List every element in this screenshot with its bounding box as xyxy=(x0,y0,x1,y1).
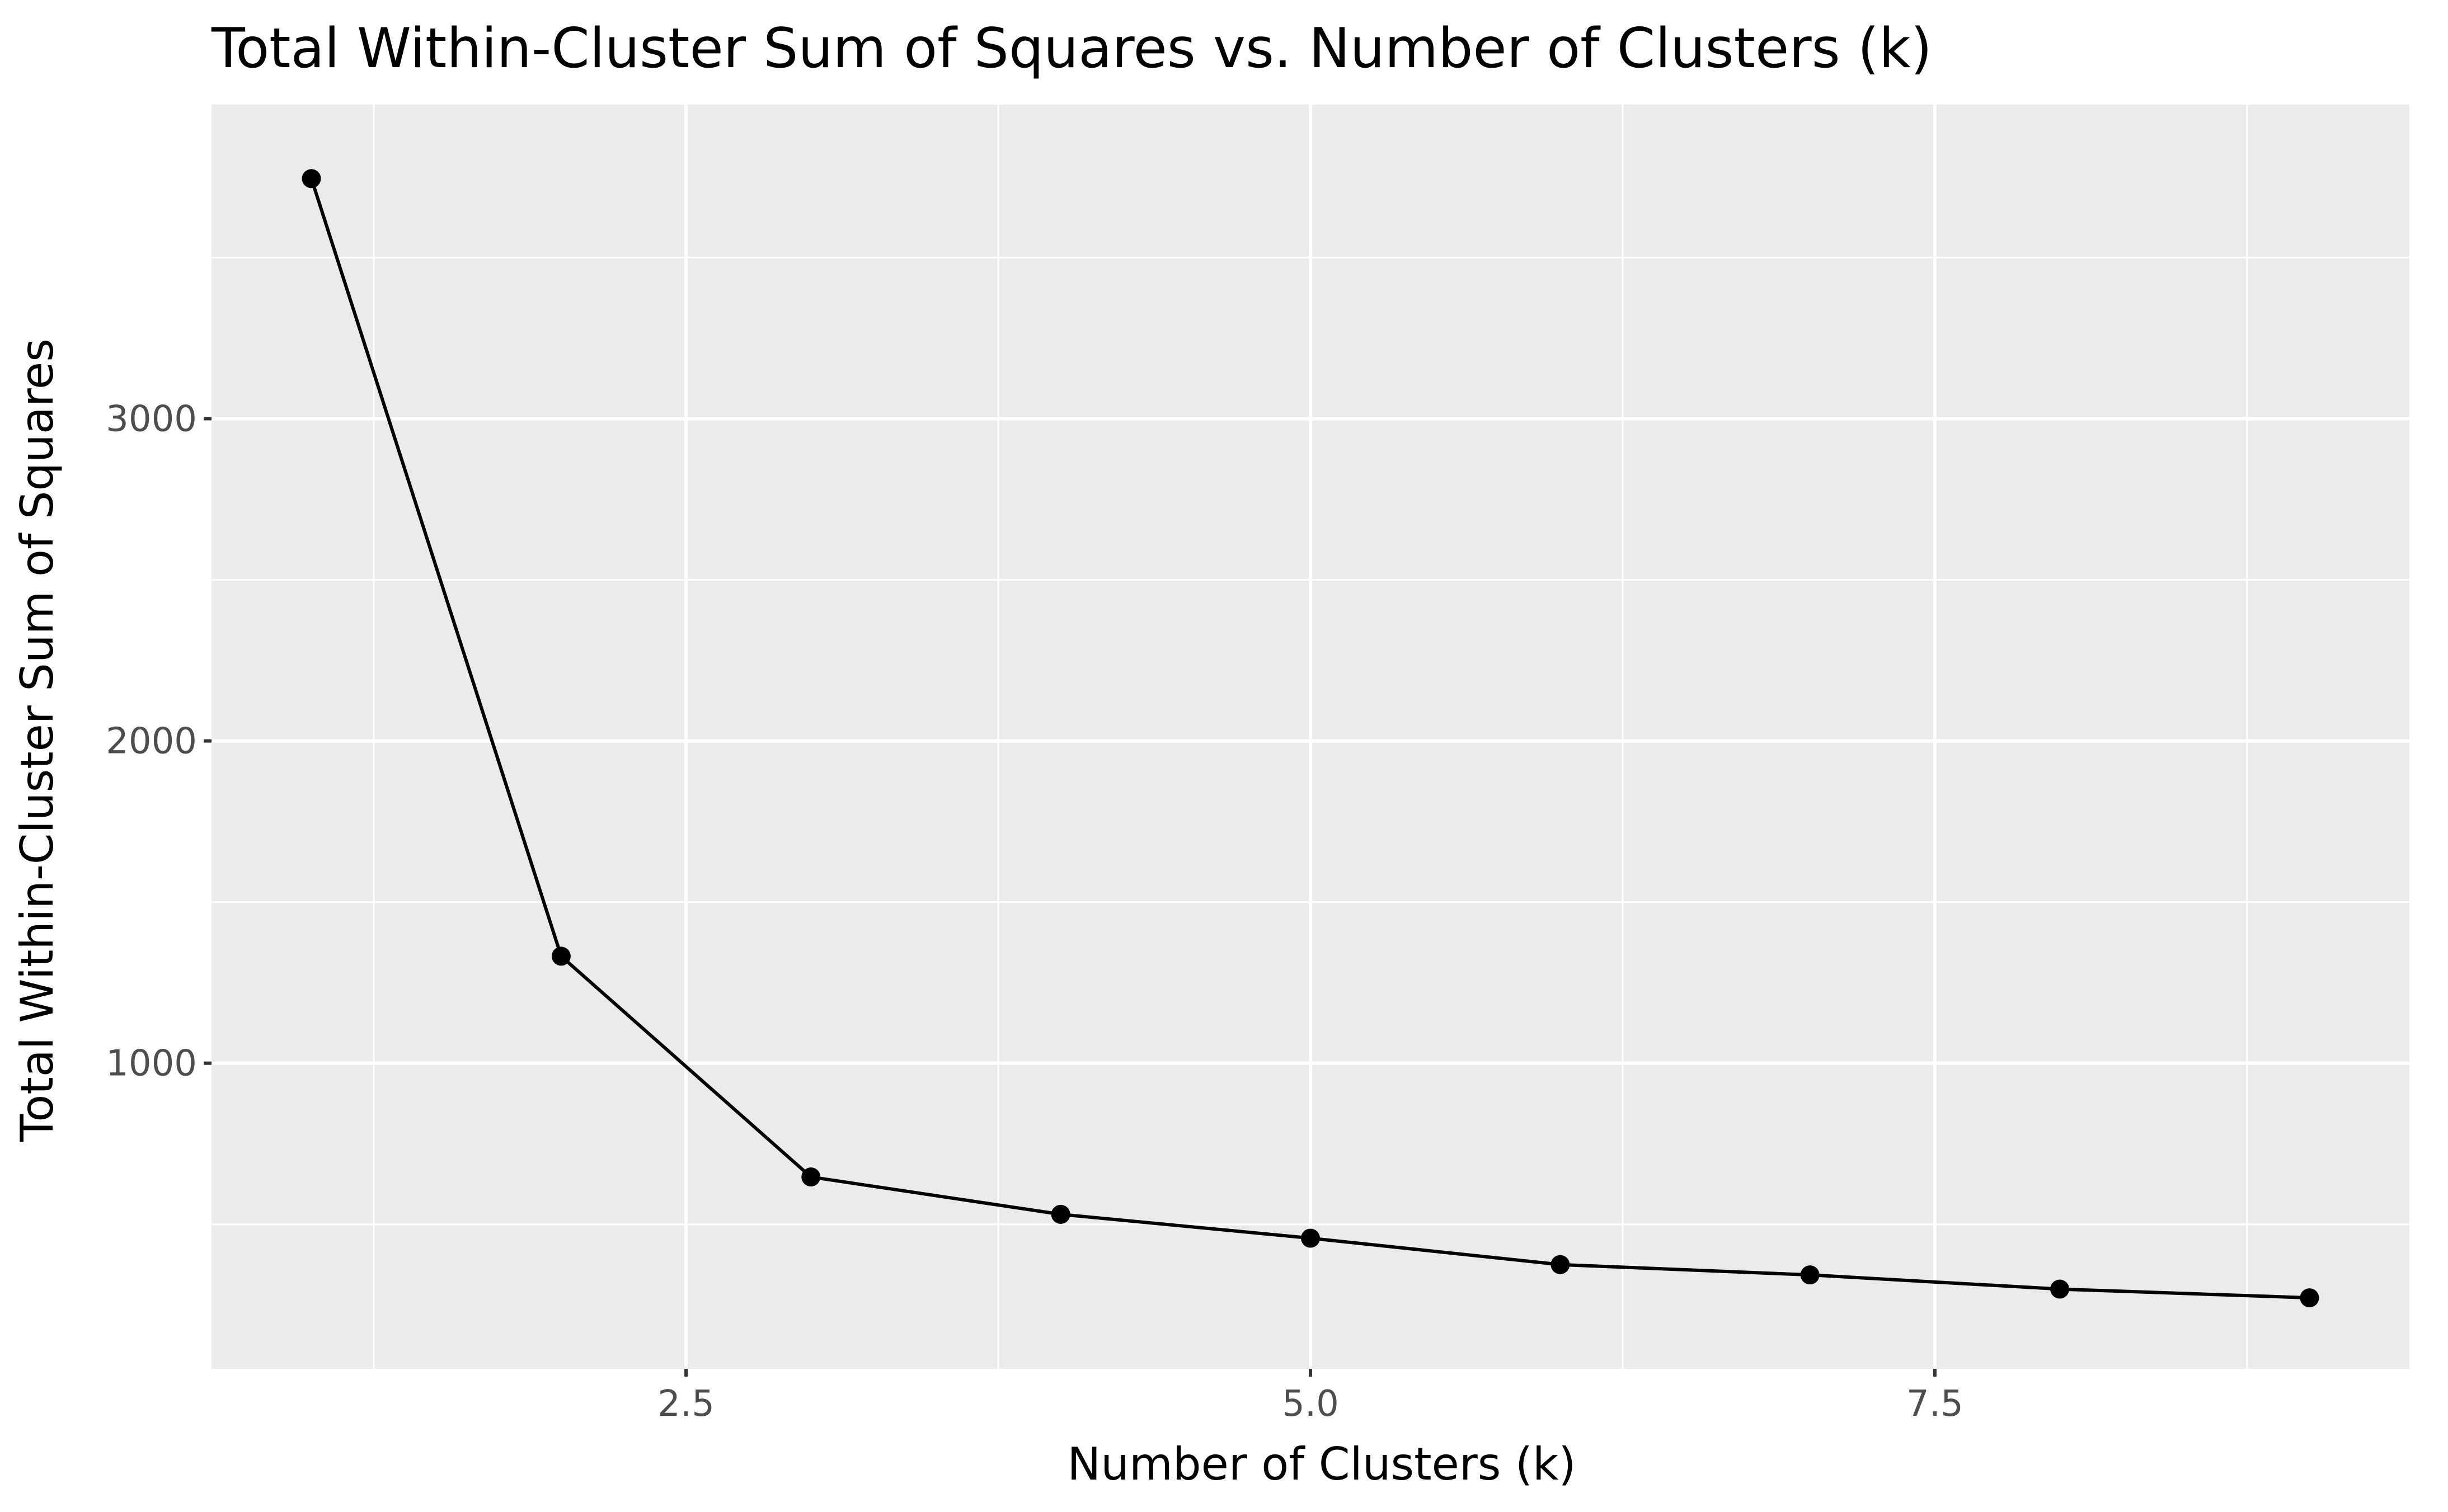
y-axis-title: Total Within-Cluster Sum of Squares xyxy=(11,338,63,1142)
chart-title: Total Within-Cluster Sum of Squares vs. … xyxy=(211,17,1932,81)
series-layer xyxy=(302,169,2319,1308)
x-tick-label: 2.5 xyxy=(657,1383,715,1425)
y-tick-label: 2000 xyxy=(106,721,197,762)
axis-ticks: 2.5 5.0 7.5 1000 2000 3000 xyxy=(106,398,1963,1425)
data-point xyxy=(2050,1279,2070,1299)
data-point xyxy=(1051,1204,1070,1224)
major-grid xyxy=(212,105,2409,1369)
x-axis-title: Number of Clusters (k) xyxy=(1067,1438,1576,1490)
data-point xyxy=(551,946,571,966)
data-point xyxy=(801,1167,821,1187)
y-tick-label: 1000 xyxy=(106,1043,197,1085)
y-tick-label: 3000 xyxy=(106,398,197,440)
data-point xyxy=(1550,1255,1570,1274)
data-point xyxy=(2300,1288,2319,1308)
x-tick-label: 7.5 xyxy=(1906,1383,1963,1425)
data-point xyxy=(1301,1228,1320,1248)
x-tick-label: 5.0 xyxy=(1282,1383,1339,1425)
data-point xyxy=(1800,1265,1820,1285)
data-point xyxy=(302,169,321,189)
